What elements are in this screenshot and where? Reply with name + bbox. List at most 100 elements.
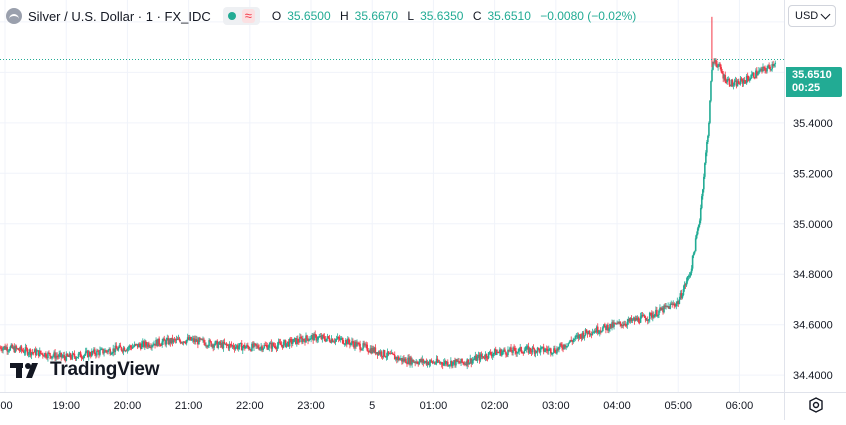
candle <box>419 358 422 363</box>
candle <box>207 344 209 349</box>
candle <box>645 317 648 321</box>
candle <box>688 272 691 279</box>
candle <box>251 342 253 352</box>
candle <box>443 358 446 367</box>
candle <box>69 352 72 361</box>
candle <box>670 300 672 305</box>
candle <box>77 351 80 360</box>
candle <box>755 68 757 79</box>
candle <box>402 356 404 365</box>
candle <box>87 349 90 361</box>
candle <box>501 349 503 357</box>
candle <box>609 323 611 332</box>
candle <box>300 334 302 339</box>
candle <box>472 357 475 364</box>
tradingview-logo-icon <box>10 363 38 378</box>
candle <box>446 359 449 367</box>
tradingview-logo[interactable]: TradingView <box>10 358 160 382</box>
candle <box>50 355 52 359</box>
candle <box>110 351 112 355</box>
market-status[interactable]: ≈ <box>222 7 260 25</box>
currency-selector[interactable]: USD <box>788 5 836 27</box>
candle <box>534 349 537 358</box>
candle <box>494 346 497 356</box>
candle <box>247 342 249 349</box>
candle <box>543 348 546 353</box>
candle <box>273 342 276 349</box>
candle <box>301 335 303 345</box>
candle <box>525 344 528 353</box>
candle <box>429 359 432 367</box>
candle <box>298 338 300 345</box>
candle <box>352 338 354 347</box>
candle <box>689 271 692 278</box>
candle <box>579 333 582 339</box>
candle <box>57 354 59 360</box>
candle <box>704 162 706 179</box>
candle <box>514 345 516 355</box>
candle <box>73 350 76 359</box>
candle <box>297 335 299 345</box>
candle <box>725 78 728 85</box>
candle <box>454 357 456 368</box>
candle <box>348 337 350 345</box>
candle <box>137 342 140 348</box>
candle <box>614 322 616 325</box>
candle <box>767 64 769 69</box>
candle <box>162 337 165 345</box>
candle <box>627 316 630 325</box>
candle <box>148 341 150 349</box>
candle <box>380 350 383 359</box>
candle <box>160 343 162 347</box>
candle <box>172 338 175 344</box>
candle <box>230 341 233 348</box>
candle <box>600 327 602 335</box>
candle <box>235 344 238 349</box>
candle <box>413 359 415 364</box>
candle <box>606 323 608 331</box>
market-open-dot-icon <box>227 12 236 20</box>
candle <box>136 343 139 350</box>
candle <box>392 353 395 356</box>
last-price-value: 35.6510 <box>792 69 832 81</box>
candle <box>570 336 573 342</box>
candle <box>721 68 723 74</box>
candle <box>197 337 199 349</box>
candle <box>693 250 696 255</box>
candle <box>398 355 400 362</box>
candle <box>330 335 333 344</box>
candle <box>762 63 764 73</box>
candle <box>34 346 37 358</box>
candle <box>714 57 716 66</box>
candle <box>374 344 377 356</box>
candle <box>213 343 216 351</box>
candle <box>292 338 295 343</box>
candle <box>98 350 100 359</box>
candle <box>315 334 318 343</box>
candle <box>358 342 360 347</box>
candle <box>152 342 154 348</box>
candle <box>764 65 766 74</box>
candle <box>249 346 251 351</box>
candle <box>497 351 500 354</box>
candle <box>377 350 380 356</box>
candle <box>105 349 107 354</box>
candle <box>757 71 759 76</box>
candle <box>750 70 753 79</box>
candle <box>480 351 483 360</box>
candle <box>753 72 755 79</box>
candle <box>286 341 289 347</box>
candle <box>21 348 24 352</box>
candle <box>509 346 511 353</box>
candle <box>506 353 508 357</box>
settings-icon[interactable] <box>806 396 826 414</box>
candle <box>349 339 351 349</box>
symbol-title[interactable]: Silver / U.S. Dollar · 1 · FX_IDC <box>28 8 211 24</box>
candle <box>423 360 426 365</box>
candle <box>466 358 468 370</box>
candle <box>535 350 538 354</box>
close-value: 35.6510 <box>487 9 531 23</box>
candle <box>277 338 280 349</box>
